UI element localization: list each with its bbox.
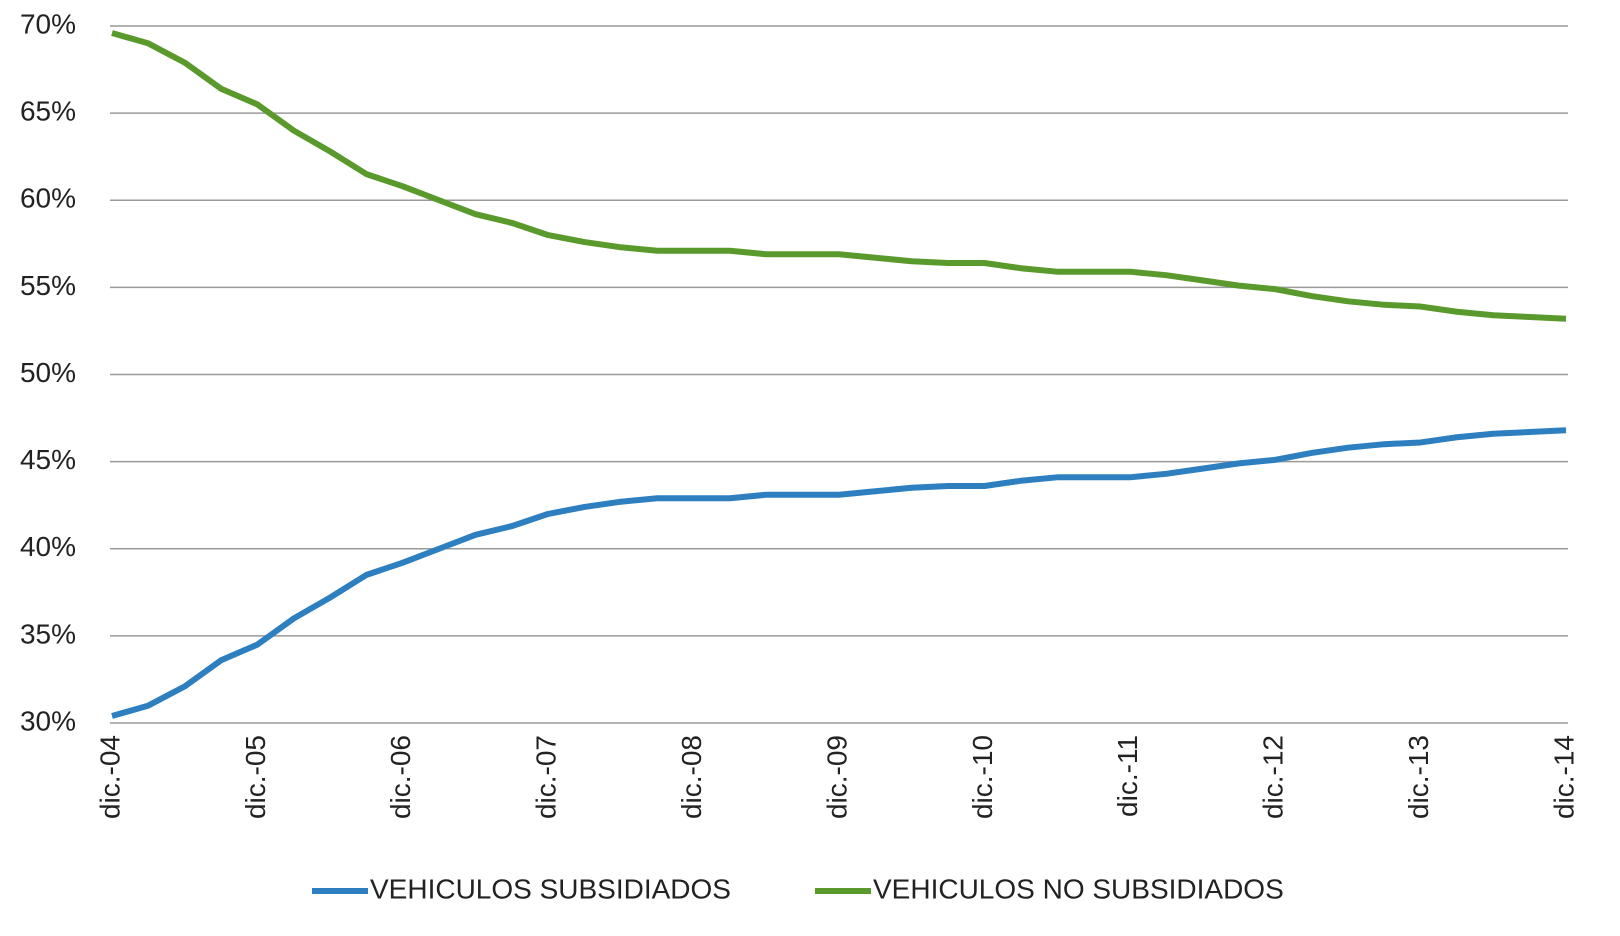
y-tick-label: 55% (20, 270, 76, 301)
x-tick-label: dic.-11 (1112, 735, 1143, 817)
x-tick-label: dic.-13 (1403, 735, 1434, 819)
y-tick-label: 40% (20, 531, 76, 562)
x-tick-label: dic.-14 (1548, 735, 1579, 819)
y-tick-label: 50% (20, 357, 76, 388)
series-line (111, 427, 1567, 719)
legend-label: VEHICULOS SUBSIDIADOS (370, 873, 731, 904)
x-tick-label: dic.-12 (1258, 735, 1289, 819)
y-tick-label: 30% (20, 705, 76, 736)
x-tick-label: dic.-05 (240, 735, 271, 819)
y-tick-label: 70% (20, 8, 76, 39)
legend-label: VEHICULOS NO SUBSIDIADOS (873, 873, 1284, 904)
y-tick-label: 60% (20, 183, 76, 214)
x-tick-label: dic.-07 (531, 735, 562, 819)
y-tick-label: 45% (20, 444, 76, 475)
y-tick-label: 35% (20, 618, 76, 649)
x-tick-label: dic.-06 (385, 735, 416, 819)
x-tick-label: dic.-08 (676, 735, 707, 819)
series-line (111, 30, 1567, 322)
x-tick-label: dic.-09 (821, 735, 852, 819)
x-tick-label: dic.-04 (94, 735, 125, 819)
y-tick-label: 65% (20, 96, 76, 127)
x-tick-label: dic.-10 (967, 735, 998, 819)
